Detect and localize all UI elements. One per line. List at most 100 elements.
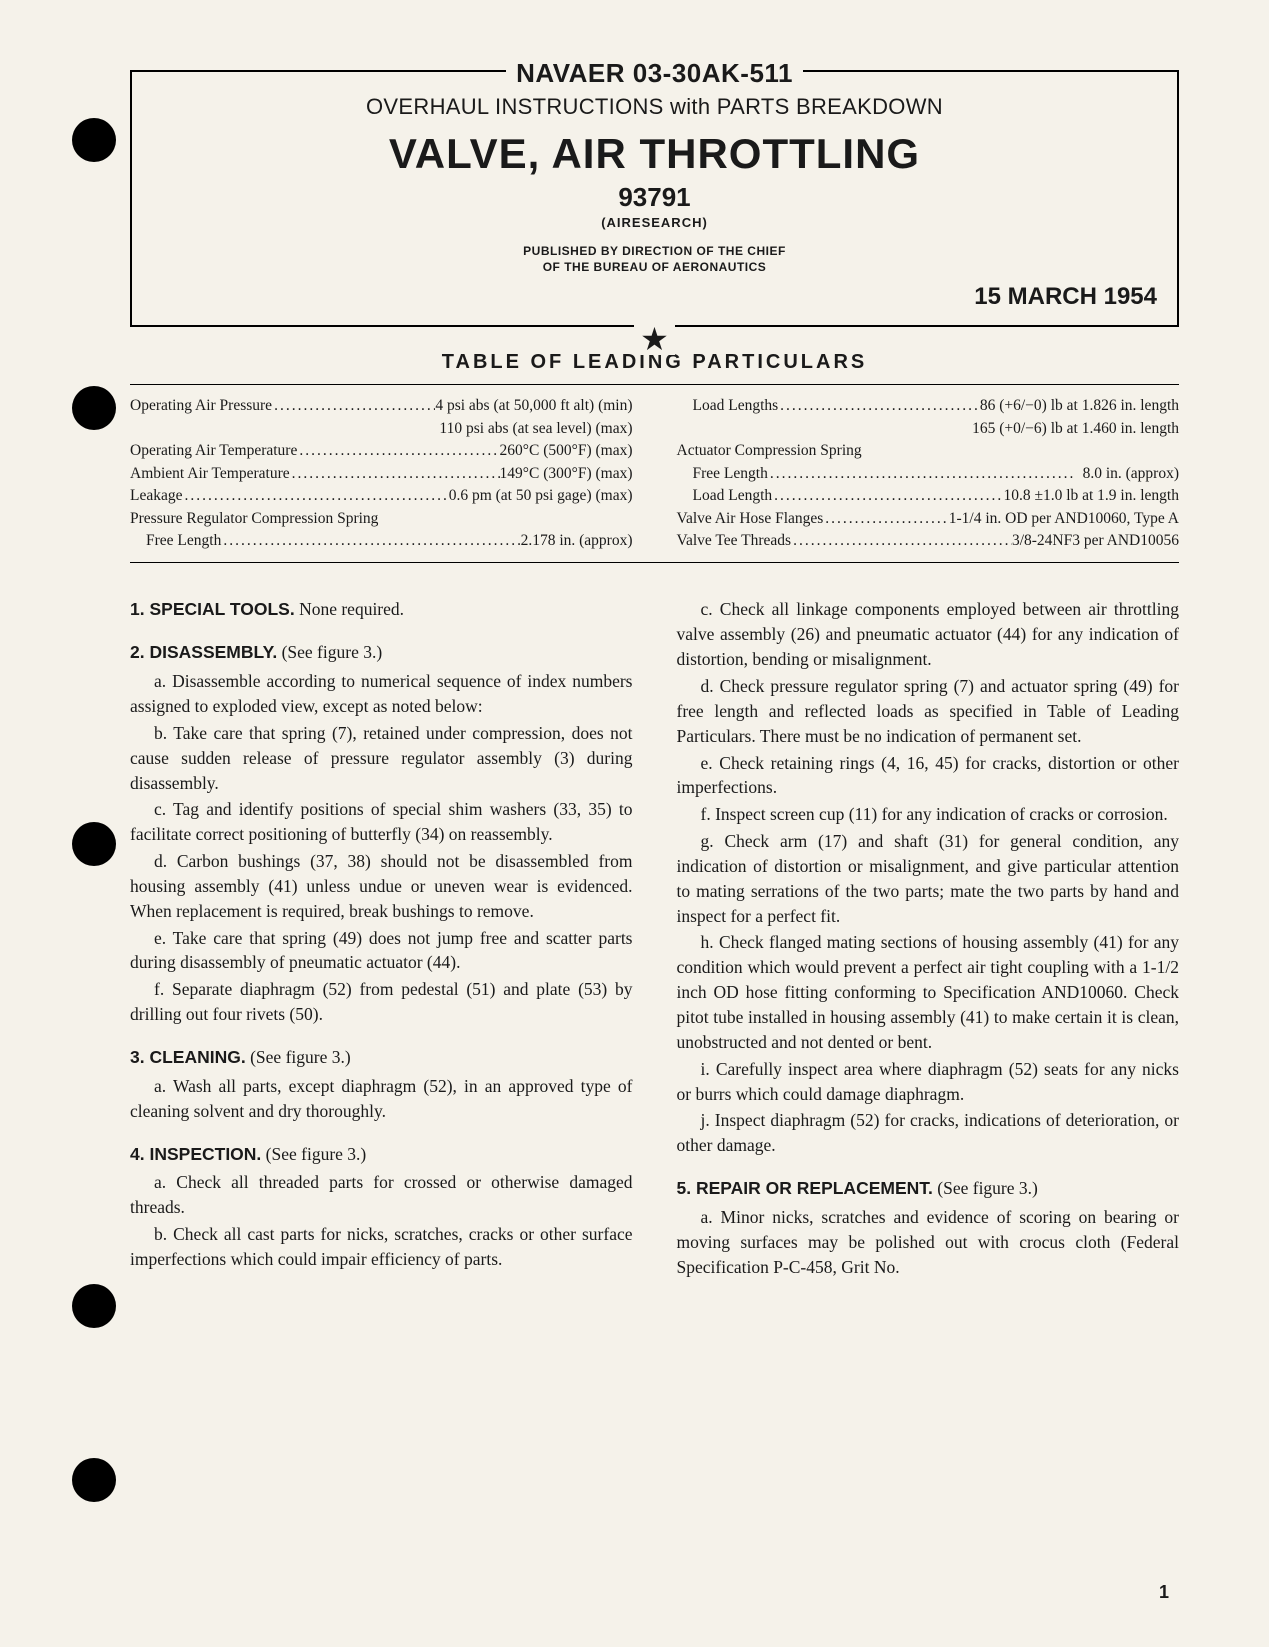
body-left-column: 1. SPECIAL TOOLS. None required. 2. DISAS… <box>130 597 655 1281</box>
publisher: PUBLISHED BY DIRECTION OF THE CHIEF OF T… <box>152 244 1157 275</box>
page-number: 1 <box>1159 1582 1169 1603</box>
particulars-value: 0.6 pm (at 50 psi gage) (max) <box>449 485 633 507</box>
section-number: 4. <box>130 1144 149 1164</box>
dots-leader: ........................................… <box>772 485 1003 507</box>
section-name: REPAIR OR REPLACEMENT. <box>696 1178 933 1198</box>
dots-leader: ........................................… <box>823 508 948 530</box>
particulars-left-column: Operating Air Pressure .................… <box>130 395 655 552</box>
particulars-label: Load Lengths <box>693 395 779 417</box>
paragraph: f. Inspect screen cup (11) for any indic… <box>677 802 1180 827</box>
section-number: 5. <box>677 1178 696 1198</box>
particulars-label: Leakage <box>130 485 183 507</box>
particulars-value: 260°C (500°F) (max) <box>500 440 633 462</box>
particulars-value: 86 (+6/−0) lb at 1.826 in. length <box>980 395 1179 417</box>
paragraph: c. Check all linkage components employed… <box>677 597 1180 672</box>
particulars-row: Valve Air Hose Flanges .................… <box>677 508 1180 530</box>
body-right-column: c. Check all linkage components employed… <box>655 597 1180 1281</box>
particulars-row: 110 psi abs (at sea level) (max) <box>130 418 633 440</box>
paragraph: d. Check pressure regulator spring (7) a… <box>677 674 1180 749</box>
particulars-label: Load Length <box>693 485 773 507</box>
section-heading: 4. INSPECTION. (See figure 3.) <box>130 1142 633 1167</box>
particulars-row: Load Length ............................… <box>677 485 1180 507</box>
particulars-row: Free Length ............................… <box>130 530 633 552</box>
particulars-label: Operating Air Temperature <box>130 440 297 462</box>
particulars-value: 1-1/4 in. OD per AND10060, Type A <box>949 508 1179 530</box>
paragraph: i. Carefully inspect area where diaphrag… <box>677 1057 1180 1107</box>
punch-hole <box>72 386 116 430</box>
punch-hole <box>72 118 116 162</box>
particulars-value: 2.178 in. (approx) <box>521 530 633 552</box>
dots-leader: ........................................… <box>290 463 500 485</box>
paragraph: c. Tag and identify positions of special… <box>130 797 633 847</box>
paragraph: f. Separate diaphragm (52) from pedestal… <box>130 977 633 1027</box>
particulars-label: Free Length <box>146 530 221 552</box>
dots-leader: ........................................… <box>221 530 520 552</box>
paragraph: j. Inspect diaphragm (52) for cracks, in… <box>677 1108 1180 1158</box>
publication-date: 15 MARCH 1954 <box>974 283 1157 311</box>
paragraph: a. Disassemble according to numerical se… <box>130 669 633 719</box>
paragraph: d. Carbon bushings (37, 38) should not b… <box>130 849 633 924</box>
section-reference: (See figure 3.) <box>261 1144 366 1164</box>
particulars-row: Pressure Regulator Compression Spring <box>130 508 633 530</box>
publisher-line1: PUBLISHED BY DIRECTION OF THE CHIEF <box>523 244 786 258</box>
body-content: 1. SPECIAL TOOLS. None required. 2. DISAS… <box>130 597 1179 1281</box>
paragraph: b. Check all cast parts for nicks, scrat… <box>130 1222 633 1272</box>
punch-hole <box>72 1458 116 1502</box>
section-heading: 5. REPAIR OR REPLACEMENT. (See figure 3.… <box>677 1176 1180 1201</box>
part-number: 93791 <box>152 182 1157 213</box>
section-number: 1. <box>130 599 149 619</box>
dots-leader: ........................................… <box>778 395 980 417</box>
particulars-value: 8.0 in. (approx) <box>1083 463 1179 485</box>
section-heading: 1. SPECIAL TOOLS. None required. <box>130 597 633 622</box>
particulars-label: Valve Air Hose Flanges <box>677 508 824 530</box>
dots-leader: ........................................… <box>297 440 499 462</box>
section-number: 2. <box>130 642 149 662</box>
section-heading: 3. CLEANING. (See figure 3.) <box>130 1045 633 1070</box>
manufacturer: (AIRESEARCH) <box>152 215 1157 230</box>
dots-leader: ........................................… <box>272 395 435 417</box>
punch-hole <box>72 822 116 866</box>
particulars-row: Operating Air Pressure .................… <box>130 395 633 417</box>
particulars-row: Operating Air Temperature ..............… <box>130 440 633 462</box>
section-name: CLEANING. <box>149 1047 245 1067</box>
section-name: INSPECTION. <box>149 1144 261 1164</box>
particulars-label: Free Length <box>693 463 768 485</box>
punch-hole <box>72 1284 116 1328</box>
paragraph: a. Minor nicks, scratches and evidence o… <box>677 1205 1180 1280</box>
header-box: NAVAER 03-30AK-511 OVERHAUL INSTRUCTIONS… <box>130 70 1179 327</box>
particulars-value: 4 psi abs (at 50,000 ft alt) (min) <box>435 395 632 417</box>
particulars-label: Operating Air Pressure <box>130 395 272 417</box>
particulars-label: Valve Tee Threads <box>677 530 792 552</box>
paragraph: h. Check flanged mating sections of hous… <box>677 930 1180 1054</box>
paragraph: a. Check all threaded parts for crossed … <box>130 1170 633 1220</box>
paragraph: a. Wash all parts, except diaphragm (52)… <box>130 1074 633 1124</box>
section-heading: 2. DISASSEMBLY. (See figure 3.) <box>130 640 633 665</box>
paragraph: b. Take care that spring (7), retained u… <box>130 721 633 796</box>
particulars-row: Load Lengths ...........................… <box>677 395 1180 417</box>
section-number: 3. <box>130 1047 149 1067</box>
section-reference: (See figure 3.) <box>277 642 382 662</box>
paragraph: e. Take care that spring (49) does not j… <box>130 926 633 976</box>
particulars-row: Leakage ................................… <box>130 485 633 507</box>
paragraph: e. Check retaining rings (4, 16, 45) for… <box>677 751 1180 801</box>
publisher-line2: OF THE BUREAU OF AERONAUTICS <box>543 260 767 274</box>
section-name: SPECIAL TOOLS. <box>149 599 294 619</box>
particulars-row: Free Length ............................… <box>677 463 1180 485</box>
particulars-label: Ambient Air Temperature <box>130 463 290 485</box>
particulars-value: 3/8-24NF3 per AND10056 <box>1012 530 1179 552</box>
document-id: NAVAER 03-30AK-511 <box>506 58 803 88</box>
dots-leader: ........................................… <box>768 463 1083 485</box>
particulars-row: 165 (+0/−6) lb at 1.460 in. length <box>677 418 1180 440</box>
particulars-value: 149°C (300°F) (max) <box>500 463 633 485</box>
dots-leader: ........................................… <box>183 485 449 507</box>
particulars-table: Operating Air Pressure .................… <box>130 384 1179 563</box>
section-reference: None required. <box>295 599 404 619</box>
particulars-row: Ambient Air Temperature ................… <box>130 463 633 485</box>
main-title: VALVE, AIR THROTTLING <box>152 130 1157 178</box>
section-reference: (See figure 3.) <box>933 1178 1038 1198</box>
star-separator: ★ <box>634 323 675 355</box>
particulars-right-column: Load Lengths ...........................… <box>655 395 1180 552</box>
subtitle: OVERHAUL INSTRUCTIONS with PARTS BREAKDO… <box>152 94 1157 120</box>
particulars-value: 10.8 ±1.0 lb at 1.9 in. length <box>1003 485 1179 507</box>
section-reference: (See figure 3.) <box>246 1047 351 1067</box>
